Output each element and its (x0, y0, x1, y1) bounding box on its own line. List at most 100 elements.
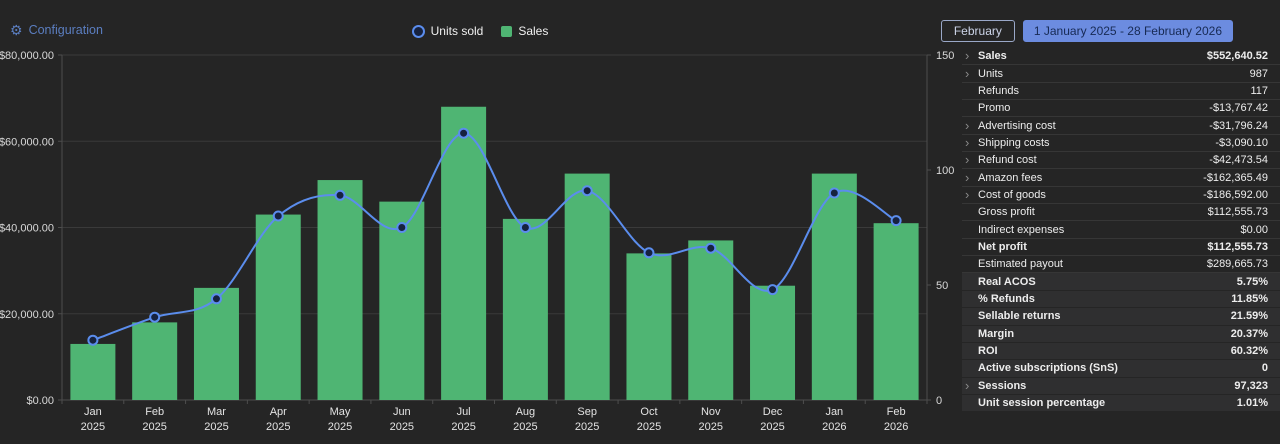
metric-row-indirect-expenses: › Indirect expenses $0.00 (962, 221, 1280, 239)
chevron-right-icon[interactable]: › (965, 48, 970, 64)
x-axis-year-label: 2026 (822, 421, 846, 433)
sales-bar-sep-2025[interactable] (564, 173, 610, 400)
x-axis-year-label: 2025 (760, 421, 784, 433)
metric-value: 11.85% (1231, 292, 1268, 305)
legend-label-sales: Sales (518, 24, 549, 38)
date-range-button[interactable]: 1 January 2025 - 28 February 2026 (1022, 20, 1233, 42)
metric-value: $552,640.52 (1206, 50, 1268, 63)
sales-bar-jan-2025[interactable] (70, 343, 116, 400)
sales-bar-feb-2025[interactable] (132, 322, 178, 400)
legend-item-units-sold[interactable]: Units sold (411, 24, 483, 38)
sales-bar-jun-2025[interactable] (379, 201, 425, 400)
metric-value: 97,323 (1234, 379, 1268, 392)
metric-row-cost-of-goods[interactable]: › Cost of goods -$186,592.00 (962, 187, 1280, 205)
metric-label: Refunds (978, 84, 1019, 97)
x-axis-month-label: Aug (516, 406, 536, 418)
right-axis-tick-label: 100 (936, 165, 954, 177)
units-marker-sep-2025[interactable] (581, 185, 593, 197)
metric-value: -$42,473.54 (1209, 154, 1268, 167)
metric-row-advertising-cost[interactable]: › Advertising cost -$31,796.24 (962, 117, 1280, 135)
sales-bar-dec-2025[interactable] (750, 285, 796, 400)
units-marker-aug-2025[interactable] (519, 222, 531, 233)
metric-label: Sales (978, 50, 1007, 63)
units-marker-feb-2026[interactable] (890, 215, 902, 227)
metric-label: Indirect expenses (978, 223, 1065, 236)
metric-row-sales[interactable]: › Sales $552,640.52 (962, 48, 1280, 66)
x-axis-month-label: Jan (84, 406, 102, 418)
sales-bar-apr-2025[interactable] (255, 214, 301, 400)
metric-row-net-profit: › Net profit $112,555.73 (962, 239, 1280, 257)
x-axis-month-label: Nov (701, 406, 721, 418)
x-axis-month-label: Jan (825, 406, 843, 418)
metric-row-promo: › Promo -$13,767.42 (962, 100, 1280, 118)
metric-label: Promo (978, 102, 1011, 115)
chevron-right-icon[interactable]: › (965, 152, 970, 168)
metric-row-refund-cost[interactable]: › Refund cost -$42,473.54 (962, 152, 1280, 170)
metric-row-refunds: › Refunds 117 (962, 83, 1280, 101)
sales-bar-aug-2025[interactable] (502, 218, 548, 400)
metric-label: Active subscriptions (SnS) (978, 362, 1118, 375)
configuration-button[interactable]: ⚙ Configuration (10, 23, 103, 37)
x-axis-year-label: 2025 (390, 421, 414, 433)
left-axis-tick-label: $80,000.00 (0, 50, 54, 62)
x-axis-month-label: Jun (393, 406, 411, 418)
x-axis-year-label: 2025 (699, 421, 723, 433)
metric-row-shipping-costs[interactable]: › Shipping costs -$3,090.10 (962, 135, 1280, 153)
metric-row-sessions[interactable]: › Sessions 97,323 (962, 377, 1280, 395)
metric-value: $0.00 (1240, 223, 1268, 236)
metric-label: % Refunds (978, 292, 1035, 305)
metric-label: Units (978, 67, 1004, 80)
x-axis-year-label: 2025 (451, 421, 475, 433)
metric-value: 20.37% (1230, 327, 1268, 340)
units-marker-jan-2026[interactable] (828, 187, 840, 199)
metric-label: Gross profit (978, 206, 1035, 219)
chevron-right-icon[interactable]: › (965, 117, 970, 133)
chevron-right-icon[interactable]: › (965, 187, 970, 203)
month-button[interactable]: February (940, 20, 1015, 42)
metric-label: Cost of goods (978, 188, 1046, 201)
units-marker-oct-2025[interactable] (643, 247, 655, 259)
metric-row-sellable-returns: › Sellable returns 21.59% (962, 308, 1280, 326)
sales-bar-may-2025[interactable] (317, 180, 363, 400)
metric-value: 117 (1250, 84, 1268, 97)
x-axis-month-label: Dec (763, 406, 783, 418)
metric-value: -$13,767.42 (1209, 102, 1268, 115)
x-axis-month-label: Jul (457, 406, 471, 418)
x-axis-month-label: Feb (887, 406, 906, 418)
metric-label: Refund cost (978, 154, 1037, 167)
metric-row-refunds: › % Refunds 11.85% (962, 290, 1280, 309)
units-marker-nov-2025[interactable] (705, 242, 717, 254)
legend-item-sales[interactable]: Sales (501, 24, 548, 38)
units-marker-jul-2025[interactable] (458, 127, 470, 139)
units-marker-jun-2025[interactable] (396, 222, 408, 233)
metric-row-units[interactable]: › Units 987 (962, 65, 1280, 83)
metric-value: -$3,090.10 (1215, 136, 1268, 149)
units-marker-mar-2025[interactable] (210, 293, 222, 305)
metric-value: 0 (1261, 362, 1268, 375)
chevron-right-icon[interactable]: › (965, 169, 970, 185)
right-axis-tick-label: 50 (936, 280, 948, 292)
metric-value: -$162,365.49 (1203, 171, 1268, 184)
sales-bar-oct-2025[interactable] (626, 253, 672, 400)
units-marker-jan-2025[interactable] (87, 334, 99, 346)
chevron-right-icon[interactable]: › (965, 377, 970, 393)
chevron-right-icon[interactable]: › (965, 65, 970, 81)
metric-value: 987 (1249, 67, 1268, 80)
configuration-label: Configuration (28, 23, 103, 37)
metric-value: $112,555.73 (1207, 240, 1268, 253)
units-marker-feb-2025[interactable] (149, 311, 161, 323)
chevron-right-icon[interactable]: › (965, 135, 970, 151)
metric-label: Sessions (978, 379, 1027, 392)
metric-label: Shipping costs (978, 136, 1050, 149)
left-axis-tick-label: $0.00 (26, 395, 54, 407)
units-marker-apr-2025[interactable] (272, 210, 284, 222)
sales-bar-feb-2026[interactable] (873, 223, 919, 400)
sales-bar-jul-2025[interactable] (441, 106, 487, 400)
sales-bar-nov-2025[interactable] (688, 240, 734, 400)
x-axis-month-label: Sep (577, 406, 597, 418)
sales-bar-jan-2026[interactable] (811, 173, 857, 400)
sales-bar-mar-2025[interactable] (193, 287, 239, 400)
metric-row-amazon-fees[interactable]: › Amazon fees -$162,365.49 (962, 169, 1280, 187)
units-marker-may-2025[interactable] (334, 189, 346, 201)
units-marker-dec-2025[interactable] (767, 284, 779, 296)
